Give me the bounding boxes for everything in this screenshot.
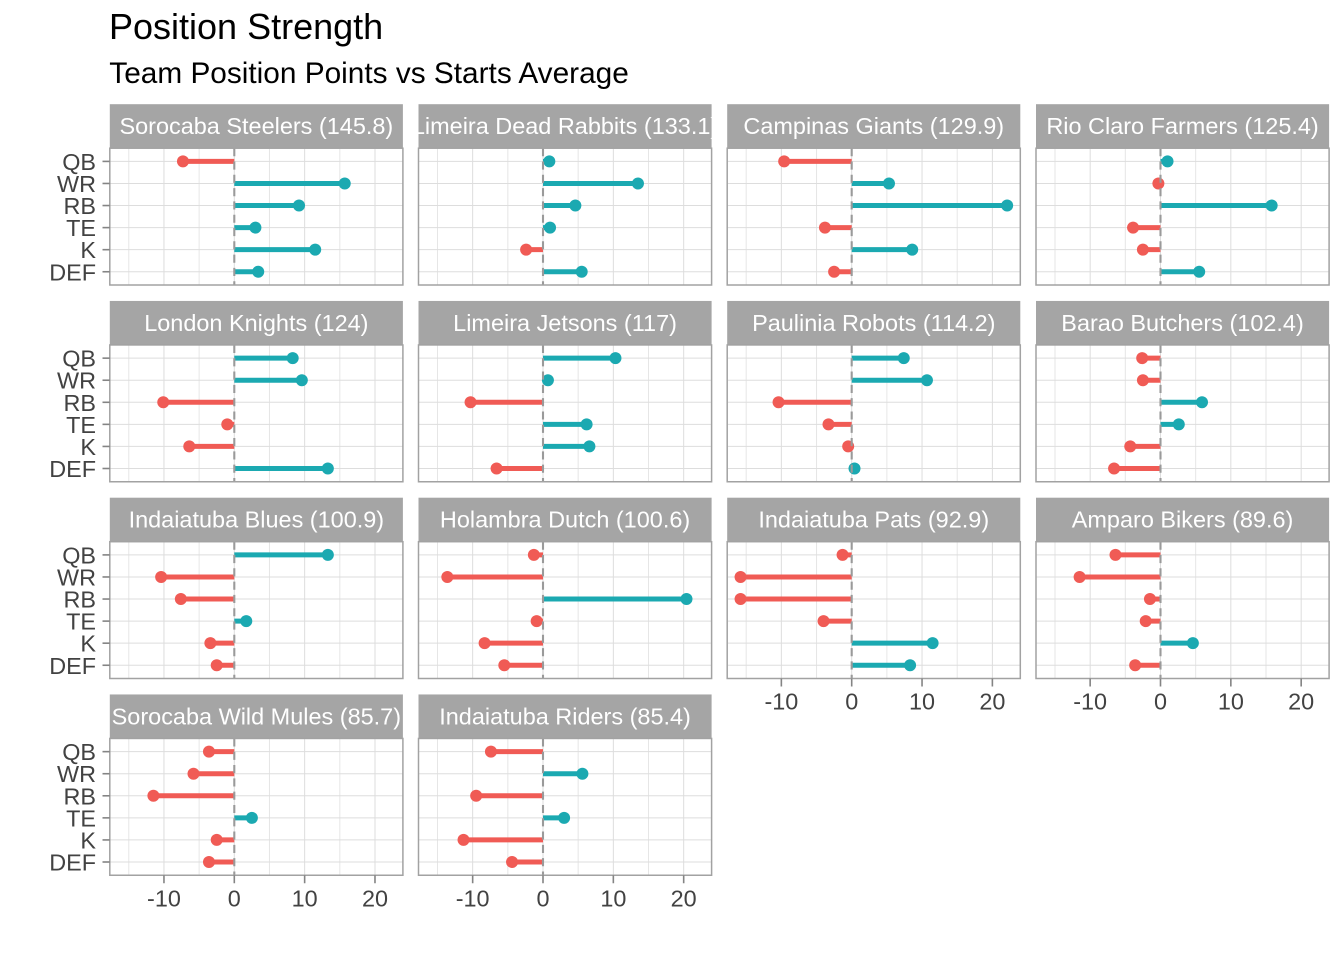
svg-text:Position Strength: Position Strength	[109, 6, 383, 47]
svg-text:-10: -10	[456, 885, 490, 911]
svg-text:QB: QB	[62, 739, 96, 765]
svg-text:-10: -10	[147, 885, 181, 911]
svg-text:Indaiatuba Blues (100.9): Indaiatuba Blues (100.9)	[129, 507, 385, 533]
svg-text:20: 20	[979, 689, 1005, 715]
svg-text:Rio Claro Farmers (125.4): Rio Claro Farmers (125.4)	[1046, 113, 1318, 139]
svg-text:QB: QB	[62, 542, 96, 568]
svg-text:0: 0	[536, 885, 549, 911]
svg-text:-10: -10	[764, 689, 798, 715]
svg-text:-10: -10	[1073, 689, 1107, 715]
svg-text:TE: TE	[66, 215, 96, 241]
svg-text:Paulinia Robots (114.2): Paulinia Robots (114.2)	[752, 310, 995, 336]
svg-text:WR: WR	[57, 171, 96, 197]
svg-text:RB: RB	[64, 783, 97, 809]
svg-text:Sorocaba Wild Mules (85.7): Sorocaba Wild Mules (85.7)	[112, 703, 401, 729]
svg-text:DEF: DEF	[49, 259, 96, 285]
svg-text:20: 20	[362, 885, 388, 911]
svg-text:WR: WR	[57, 564, 96, 590]
svg-text:WR: WR	[57, 368, 96, 394]
svg-text:0: 0	[845, 689, 858, 715]
svg-text:Holambra Dutch (100.6): Holambra Dutch (100.6)	[440, 507, 690, 533]
svg-text:Limeira Dead Rabbits (133.1): Limeira Dead Rabbits (133.1)	[412, 113, 718, 139]
svg-text:10: 10	[1218, 689, 1244, 715]
svg-text:QB: QB	[62, 346, 96, 372]
svg-text:RB: RB	[64, 390, 97, 416]
svg-text:DEF: DEF	[49, 653, 96, 679]
svg-text:K: K	[80, 434, 96, 460]
svg-text:Campinas Giants (129.9): Campinas Giants (129.9)	[743, 113, 1004, 139]
svg-text:K: K	[80, 827, 96, 853]
svg-text:10: 10	[600, 885, 626, 911]
svg-text:TE: TE	[66, 412, 96, 438]
svg-text:20: 20	[671, 885, 697, 911]
svg-text:0: 0	[228, 885, 241, 911]
svg-text:Sorocaba Steelers (145.8): Sorocaba Steelers (145.8)	[119, 113, 393, 139]
svg-text:TE: TE	[66, 805, 96, 831]
svg-text:Amparo Bikers (89.6): Amparo Bikers (89.6)	[1072, 507, 1294, 533]
svg-text:DEF: DEF	[49, 850, 96, 876]
svg-text:DEF: DEF	[49, 456, 96, 482]
svg-text:K: K	[80, 237, 96, 263]
svg-text:Barao Butchers (102.4): Barao Butchers (102.4)	[1061, 310, 1303, 336]
svg-text:Indaiatuba Pats (92.9): Indaiatuba Pats (92.9)	[758, 507, 989, 533]
svg-text:10: 10	[292, 885, 318, 911]
svg-text:0: 0	[1154, 689, 1167, 715]
svg-text:QB: QB	[62, 149, 96, 175]
svg-text:TE: TE	[66, 609, 96, 635]
svg-text:WR: WR	[57, 761, 96, 787]
svg-text:Indaiatuba Riders (85.4): Indaiatuba Riders (85.4)	[439, 703, 691, 729]
svg-text:K: K	[80, 631, 96, 657]
svg-text:Team Position Points vs Starts: Team Position Points vs Starts Average	[109, 57, 629, 90]
svg-text:Limeira Jetsons (117): Limeira Jetsons (117)	[453, 310, 677, 336]
svg-text:10: 10	[909, 689, 935, 715]
svg-text:RB: RB	[64, 587, 97, 613]
svg-text:London Knights (124): London Knights (124)	[144, 310, 368, 336]
svg-text:20: 20	[1288, 689, 1314, 715]
svg-text:RB: RB	[64, 193, 97, 219]
